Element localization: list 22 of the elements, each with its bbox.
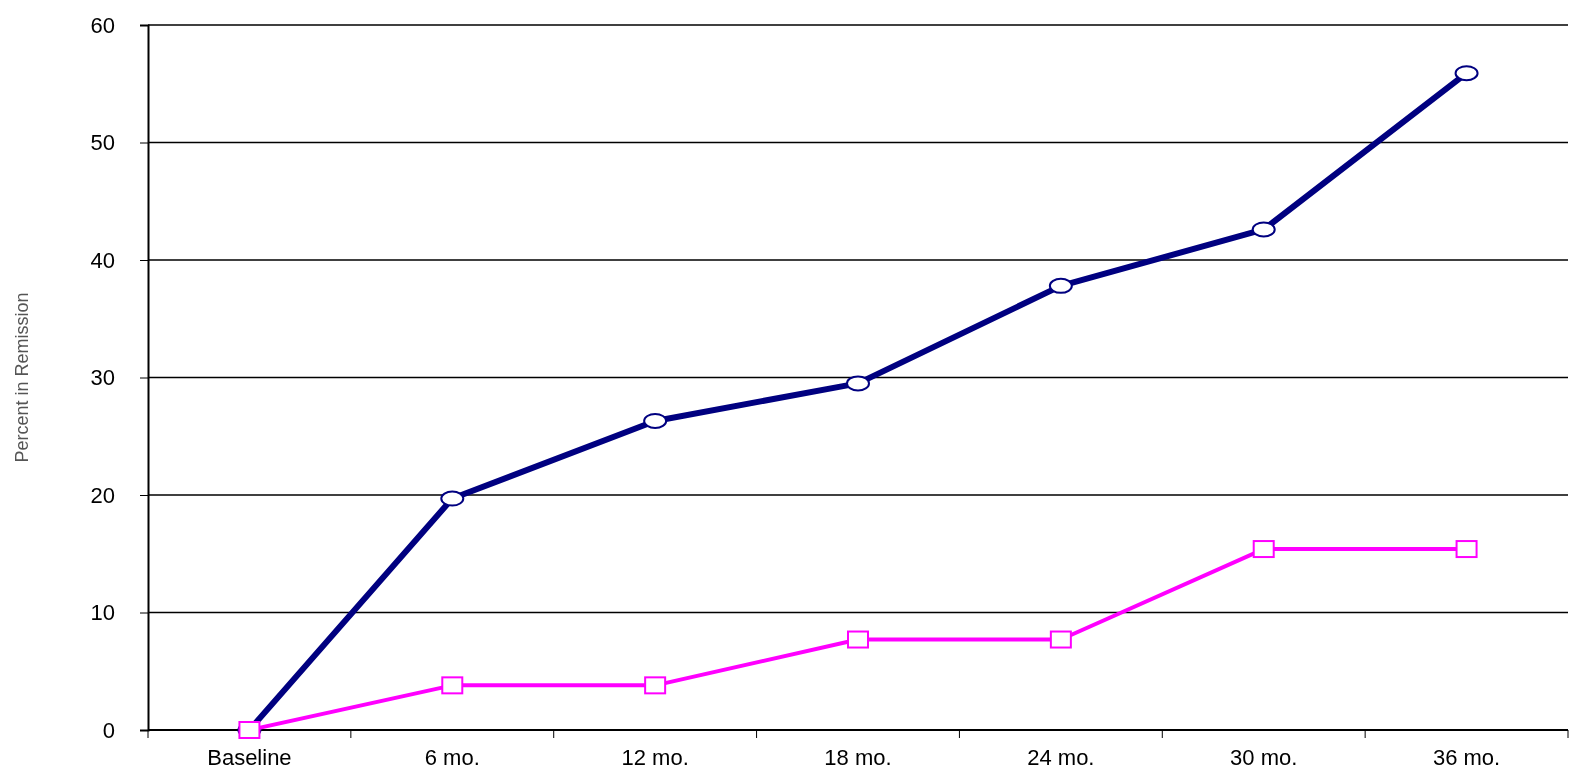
x-tick-label: 6 mo. bbox=[424, 745, 480, 770]
point bbox=[1252, 540, 1275, 559]
x-tick-label: 12 mo. bbox=[621, 745, 689, 770]
point bbox=[441, 676, 464, 695]
y-tick-label: 20 bbox=[90, 482, 115, 508]
x-tick-label: 36 mo. bbox=[1432, 745, 1501, 770]
y-tick-label: 50 bbox=[90, 130, 115, 156]
x-tick-label: 30 mo. bbox=[1230, 745, 1298, 770]
y-tick-label: 30 bbox=[90, 365, 115, 391]
x-tick-label: 18 mo. bbox=[824, 745, 892, 770]
point bbox=[1455, 540, 1478, 559]
y-tick-label: 0 bbox=[102, 717, 115, 743]
point bbox=[644, 676, 667, 695]
y-tick-label: 10 bbox=[90, 600, 115, 626]
x-tick-label: Baseline bbox=[207, 745, 292, 770]
y-tick-label: 60 bbox=[90, 12, 115, 38]
point bbox=[1049, 630, 1072, 649]
y-tick-label: 40 bbox=[90, 247, 115, 273]
point bbox=[847, 630, 869, 649]
point bbox=[846, 375, 870, 392]
x-tick-label: 24 mo. bbox=[1027, 745, 1095, 770]
y-axis-title: Percent in Remission bbox=[12, 292, 32, 463]
